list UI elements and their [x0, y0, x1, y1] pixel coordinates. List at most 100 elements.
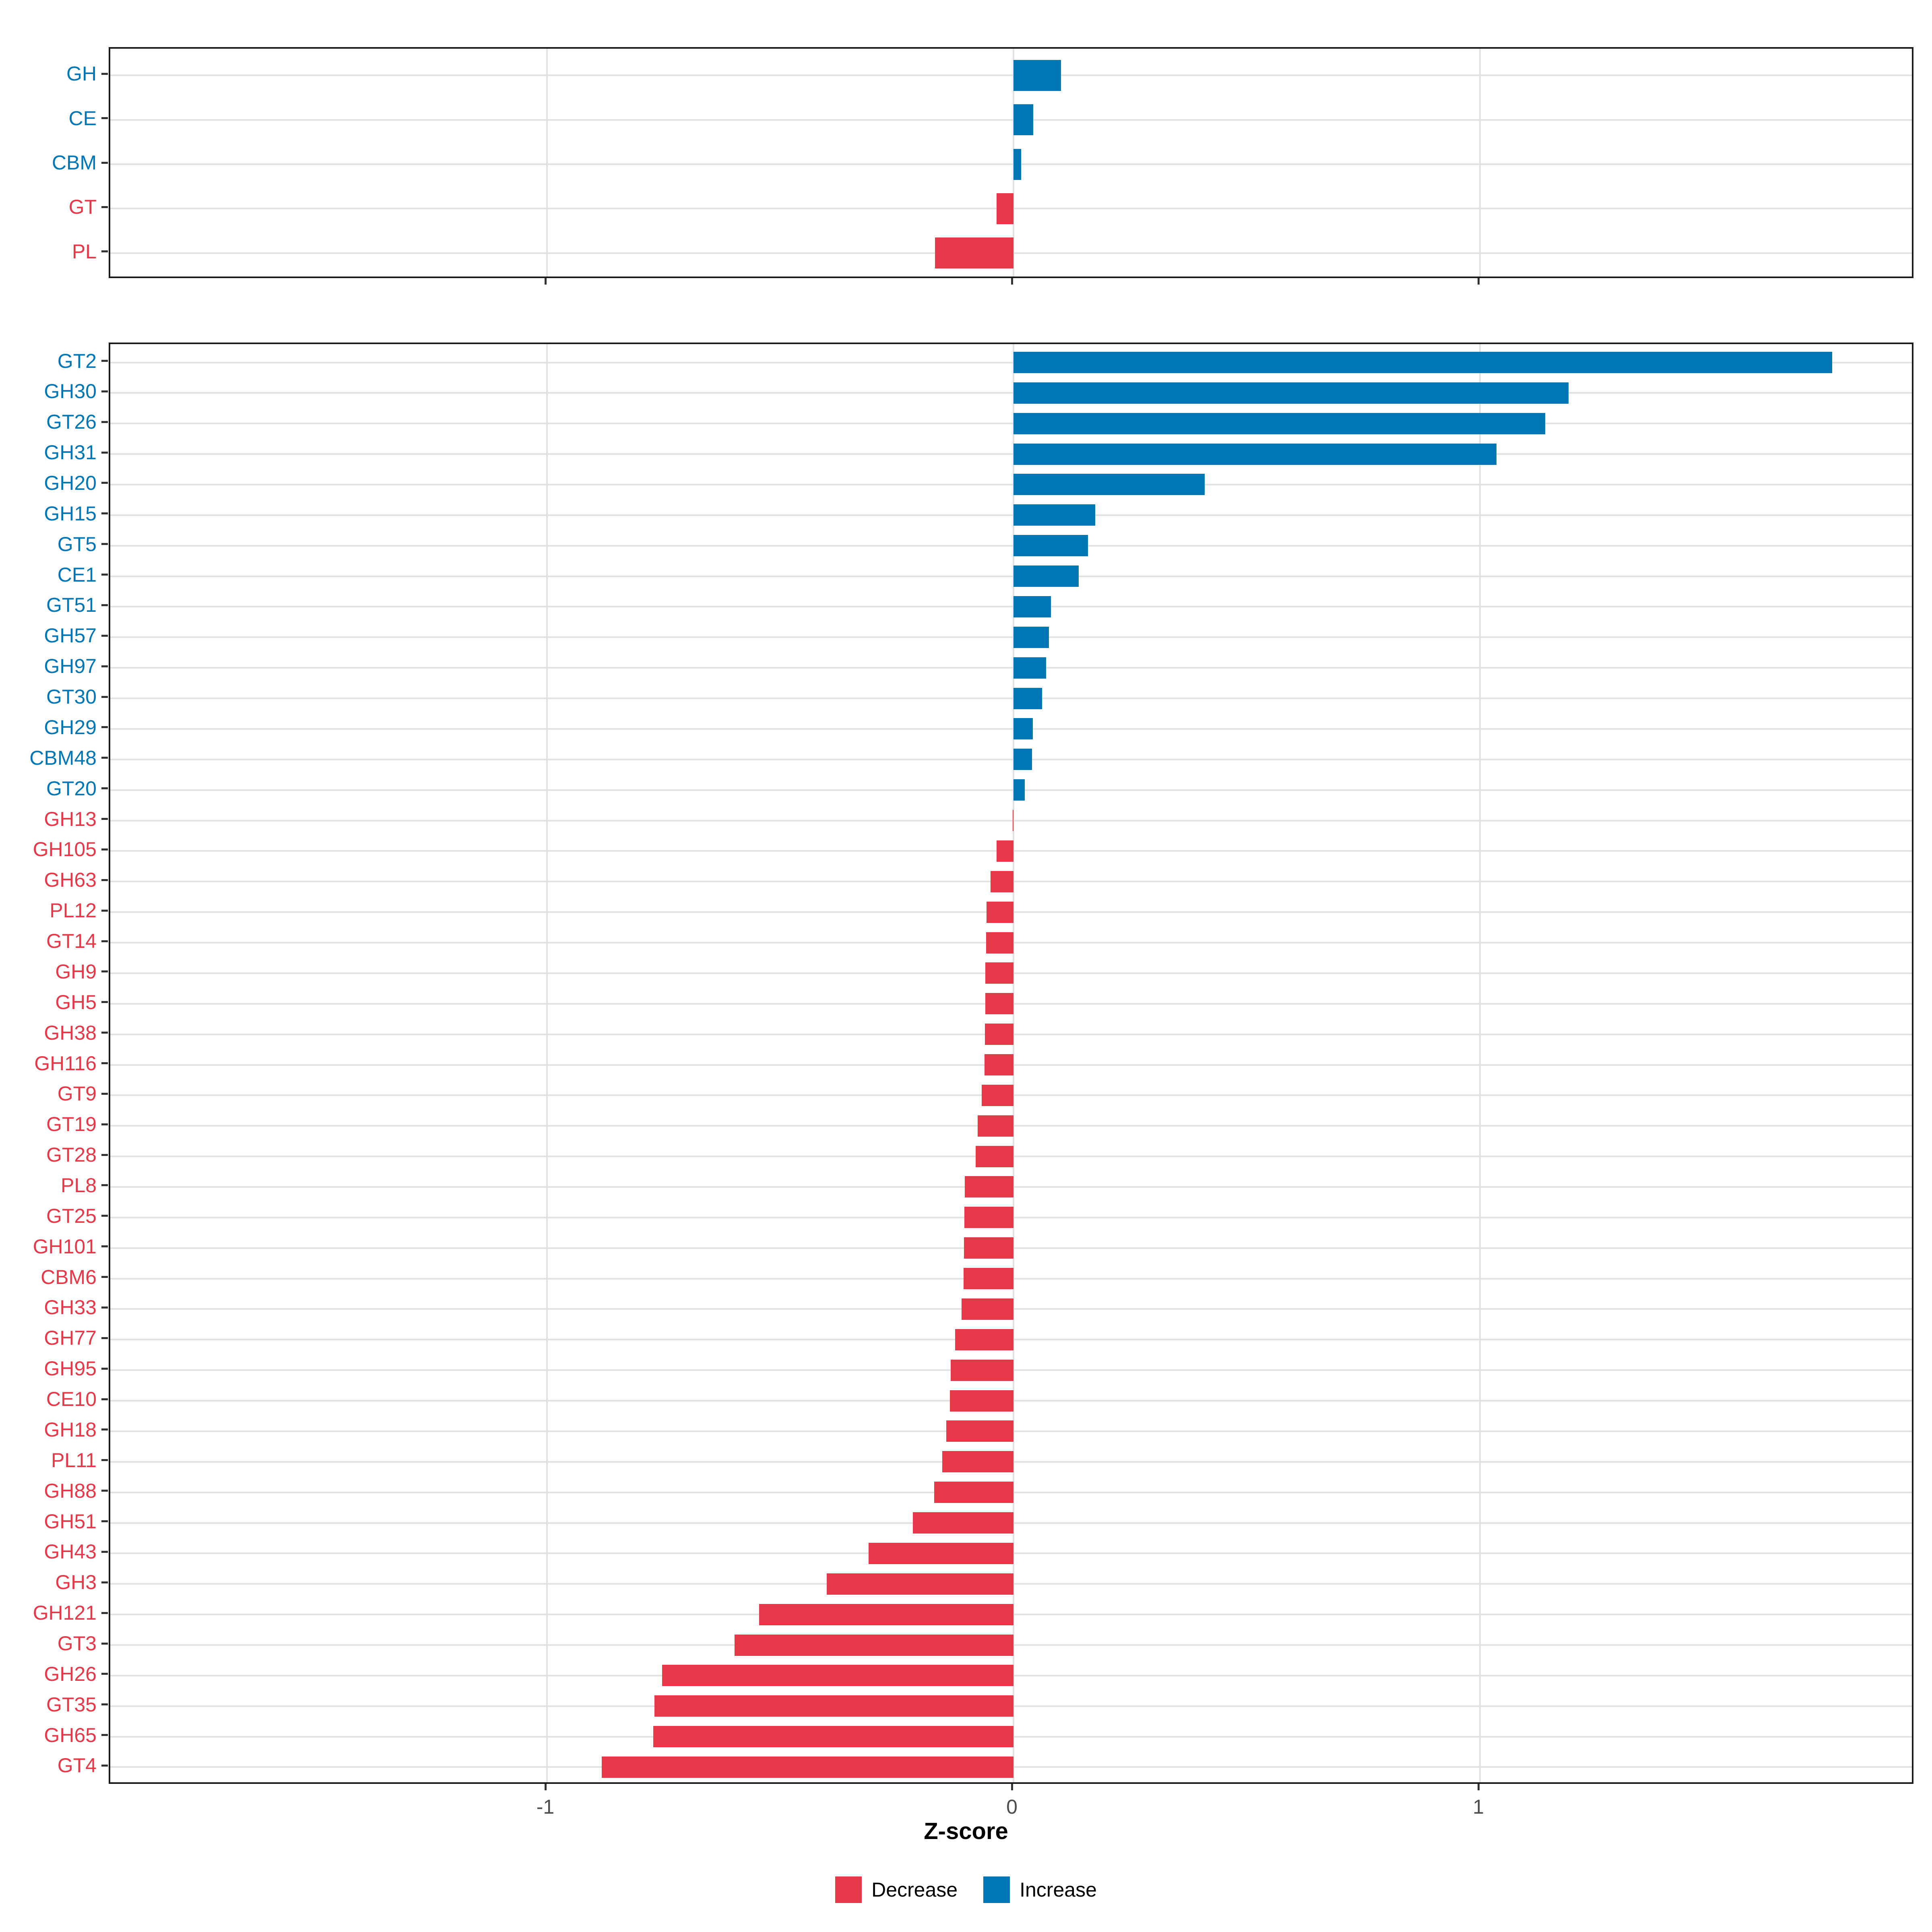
y-axis-tick — [101, 73, 108, 75]
legend-label: Increase — [1020, 1878, 1097, 1901]
y-label-GT51: GT51 — [46, 594, 97, 616]
y-axis-tick — [101, 250, 108, 252]
y-label-GH77: GH77 — [44, 1327, 97, 1349]
y-label-GT9: GT9 — [57, 1082, 97, 1105]
gridline-horizontal — [110, 728, 1912, 730]
gridline-horizontal — [110, 576, 1912, 577]
y-label-GT2: GT2 — [57, 350, 97, 372]
bar-GH121 — [759, 1604, 1013, 1625]
bar-GH5 — [985, 993, 1013, 1014]
gridline-horizontal — [110, 423, 1912, 424]
y-label-GH29: GH29 — [44, 716, 97, 739]
bar-GH105 — [997, 840, 1013, 862]
legend-swatch-decrease — [835, 1876, 862, 1903]
x-tick-label-1: 1 — [1473, 1796, 1484, 1818]
y-axis-tick — [101, 1307, 108, 1309]
y-label-GH57: GH57 — [44, 624, 97, 647]
bar-GH30 — [1013, 382, 1569, 404]
bar-GH63 — [991, 871, 1013, 892]
bar-GT28 — [976, 1146, 1013, 1167]
y-axis-tick — [101, 390, 108, 392]
x-axis-tick — [545, 1784, 547, 1790]
y-axis-tick — [101, 1093, 108, 1095]
gridline-vertical — [1479, 344, 1481, 1782]
y-axis-tick — [101, 696, 108, 698]
y-axis-tick — [101, 360, 108, 362]
legend-item-increase: Increase — [983, 1876, 1097, 1903]
y-axis-tick — [101, 1368, 108, 1370]
y-label-GH5: GH5 — [55, 991, 97, 1013]
bar-GH33 — [962, 1298, 1013, 1320]
y-axis-tick — [101, 1123, 108, 1125]
y-label-CE: CE — [68, 107, 97, 130]
y-axis-tick — [101, 940, 108, 942]
bar-GH65 — [653, 1726, 1013, 1747]
bar-GH57 — [1013, 627, 1049, 648]
bar-GH18 — [946, 1420, 1013, 1442]
y-axis-tick — [101, 1673, 108, 1675]
y-label-PL8: PL8 — [61, 1174, 97, 1197]
y-label-CE10: CE10 — [46, 1388, 97, 1410]
y-axis-tick — [101, 482, 108, 484]
y-axis-tick — [101, 117, 108, 119]
bar-PL11 — [942, 1451, 1013, 1472]
bar-PL — [935, 237, 1013, 268]
y-axis-tick — [101, 1001, 108, 1003]
gridline-horizontal — [110, 514, 1912, 516]
y-label-PL: PL — [72, 240, 97, 263]
y-axis-tick — [101, 879, 108, 881]
y-label-GT30: GT30 — [46, 685, 97, 708]
y-label-GT35: GT35 — [46, 1693, 97, 1716]
y-label-GH15: GH15 — [44, 502, 97, 525]
y-label-GH95: GH95 — [44, 1357, 97, 1380]
y-label-GH105: GH105 — [33, 838, 97, 861]
y-axis-tick — [101, 1245, 108, 1247]
y-axis-tick — [101, 1581, 108, 1583]
x-axis-tick — [545, 278, 547, 285]
y-label-GT4: GT4 — [57, 1754, 97, 1777]
gridline-horizontal — [110, 74, 1912, 76]
bar-GT3 — [735, 1635, 1013, 1656]
y-label-PL11: PL11 — [51, 1449, 97, 1472]
y-label-GH20: GH20 — [44, 472, 97, 494]
y-label-GT5: GT5 — [57, 533, 97, 555]
y-label-GH26: GH26 — [44, 1663, 97, 1685]
gridline-horizontal — [110, 392, 1912, 394]
y-label-GH38: GH38 — [44, 1022, 97, 1044]
gridline-vertical — [1479, 49, 1481, 277]
y-axis-tick — [101, 1490, 108, 1492]
y-axis-tick — [101, 1520, 108, 1522]
y-axis-tick — [101, 635, 108, 637]
y-label-GT14: GT14 — [46, 930, 97, 952]
bar-CBM6 — [964, 1268, 1013, 1289]
y-axis-tick — [101, 1765, 108, 1767]
y-axis-tick — [101, 757, 108, 759]
y-label-GT3: GT3 — [57, 1632, 97, 1655]
gridline-horizontal — [110, 698, 1912, 699]
gridline-horizontal — [110, 453, 1912, 455]
y-axis-tick — [101, 512, 108, 514]
bar-GH95 — [951, 1360, 1013, 1381]
y-label-GH13: GH13 — [44, 808, 97, 830]
y-label-GT19: GT19 — [46, 1113, 97, 1135]
y-axis-tick — [101, 1734, 108, 1736]
bar-GH15 — [1013, 504, 1095, 526]
y-label-GH3: GH3 — [55, 1571, 97, 1593]
y-label-GH31: GH31 — [44, 441, 97, 464]
y-label-GH: GH — [66, 62, 97, 85]
bar-GH3 — [827, 1573, 1013, 1595]
y-axis-tick — [101, 543, 108, 545]
bar-CE10 — [950, 1390, 1013, 1412]
gridline-vertical — [546, 344, 548, 1782]
bar-CBM48 — [1013, 749, 1032, 770]
bar-GH77 — [955, 1329, 1013, 1350]
y-axis-tick — [101, 726, 108, 728]
gridline-horizontal — [110, 820, 1912, 822]
y-label-GH97: GH97 — [44, 655, 97, 677]
y-label-GT25: GT25 — [46, 1205, 97, 1227]
y-axis-tick — [101, 1062, 108, 1064]
x-axis-tick — [1478, 278, 1480, 285]
x-axis-tick — [1011, 1784, 1013, 1790]
bar-CBM — [1013, 149, 1021, 180]
y-label-GT20: GT20 — [46, 777, 97, 800]
